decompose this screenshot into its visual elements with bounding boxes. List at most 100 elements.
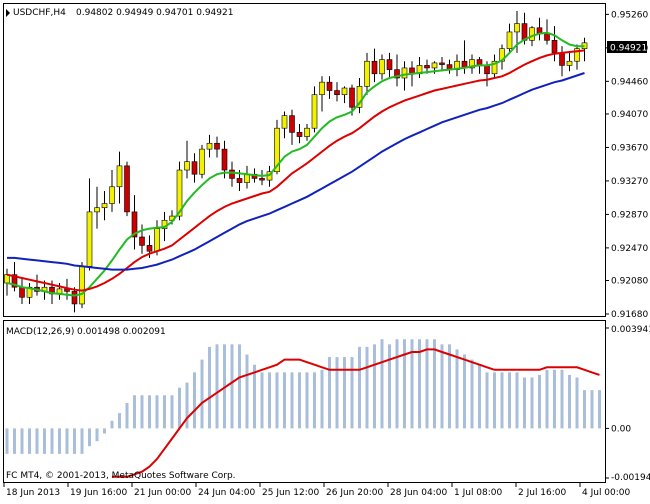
macd-histogram-bar — [448, 344, 451, 429]
macd-histogram-bar — [350, 357, 354, 429]
candle-body — [184, 161, 190, 171]
macd-histogram-bar — [508, 372, 511, 429]
price-tick-label: 0.92870 — [611, 210, 648, 220]
candle-body — [109, 186, 115, 204]
candle-body — [559, 52, 565, 66]
macd-histogram-bar — [178, 387, 181, 429]
macd-histogram-bar — [260, 372, 264, 429]
price-tick-label: 0.93670 — [611, 143, 648, 153]
macd-histogram-bar — [253, 364, 256, 429]
candle-body — [259, 178, 265, 181]
candle-body — [71, 291, 78, 305]
macd-histogram-bar — [290, 372, 294, 429]
macd-histogram-bar — [538, 374, 541, 429]
current-price-tag: 0.94921 — [607, 41, 647, 54]
macd-histogram-bar — [455, 349, 459, 429]
candle-body — [326, 81, 333, 91]
macd-histogram-bar — [230, 344, 234, 429]
main-panel-frame — [3, 3, 606, 317]
macd-histogram-bar — [388, 344, 391, 429]
candle-body — [311, 94, 318, 129]
candle-body — [281, 115, 288, 129]
candle-body — [11, 274, 18, 288]
candle-body — [431, 62, 438, 69]
candle-body — [139, 236, 145, 246]
macd-tick-label: 0.00 — [611, 424, 631, 434]
macd-histogram-bar — [493, 372, 496, 429]
candle-body — [424, 65, 430, 69]
candle-body — [386, 59, 393, 70]
time-tick-label: 25 Jun 12:00 — [262, 488, 319, 498]
candle-body — [401, 67, 408, 79]
macd-histogram-bar — [140, 395, 144, 429]
macd-histogram-bar — [313, 372, 316, 429]
candle-body — [341, 87, 348, 96]
macd-histogram-bar — [410, 339, 414, 429]
candle-body — [214, 142, 220, 150]
ma-slow-line — [7, 72, 585, 271]
candle-body — [221, 148, 228, 171]
macd-tick-label: 0.003941 — [611, 325, 650, 335]
macd-histogram-bar — [418, 339, 421, 429]
macd-histogram-bar — [365, 346, 369, 429]
macd-histogram-bar — [545, 369, 549, 429]
macd-histogram-bar — [215, 344, 219, 429]
macd-histogram-bar — [223, 344, 226, 429]
macd-values: 0.001498 0.002091 — [77, 327, 166, 337]
macd-histogram-bar — [343, 357, 346, 429]
macd-histogram-bar — [530, 377, 534, 429]
macd-plot-area — [5, 339, 601, 478]
macd-histogram-bar — [73, 428, 76, 454]
candle-body — [491, 60, 498, 75]
macd-histogram-bar — [50, 428, 54, 454]
candle-body — [566, 60, 573, 66]
price-tick-label: 0.92470 — [611, 244, 648, 254]
price-tick-label: 0.93270 — [611, 177, 648, 187]
macd-histogram-bar — [298, 372, 301, 429]
macd-histogram-bar — [28, 428, 31, 454]
macd-histogram-bar — [403, 339, 406, 429]
candle-body — [79, 265, 85, 305]
macd-histogram-bar — [35, 428, 39, 454]
time-tick-label: 1 Jul 08:00 — [454, 488, 503, 498]
macd-histogram-bar — [208, 346, 211, 429]
symbol-header: USDCHF,H4 0.94802 0.94949 0.94701 0.9492… — [6, 8, 233, 18]
macd-histogram-bar — [320, 369, 324, 429]
current-price-label: 0.94921 — [610, 44, 647, 54]
macd-histogram-bar — [185, 382, 189, 429]
candle-body — [236, 178, 243, 183]
candle-body — [274, 127, 280, 173]
macd-histogram-bar — [20, 428, 24, 454]
macd-histogram-bar — [245, 354, 249, 429]
candle-body — [544, 33, 550, 41]
candle-body — [506, 31, 513, 49]
candle-body — [206, 142, 213, 150]
candle-body — [469, 59, 475, 69]
macd-histogram-bar — [43, 428, 46, 454]
candle-body — [334, 90, 340, 96]
macd-histogram-bar — [358, 346, 361, 429]
macd-histogram-bar — [463, 354, 466, 429]
price-axis: 0.952600.948600.944600.940700.936700.932… — [605, 10, 648, 320]
macd-histogram-bar — [373, 344, 376, 429]
macd-histogram-bar — [283, 372, 286, 429]
time-tick-label: 2 Jul 16:00 — [518, 488, 567, 498]
macd-histogram-bar — [478, 364, 481, 429]
macd-histogram-bar — [328, 357, 331, 429]
candle-body — [574, 48, 580, 62]
price-tick-label: 0.94070 — [611, 110, 648, 120]
time-tick-label: 24 Jun 04:00 — [198, 488, 255, 498]
macd-histogram-bar — [133, 395, 136, 429]
candle-body — [349, 87, 355, 108]
macd-histogram-bar — [163, 395, 166, 429]
macd-histogram-bar — [433, 339, 436, 429]
macd-tick-label: -0.001947 — [611, 473, 650, 483]
macd-histogram-bar — [193, 372, 196, 429]
macd-axis: 0.003941 0.00 -0.001947 — [605, 325, 650, 483]
candle-body — [296, 132, 303, 137]
candle-body — [364, 60, 370, 87]
candle-body — [371, 60, 378, 75]
main-plot-area — [4, 11, 588, 313]
